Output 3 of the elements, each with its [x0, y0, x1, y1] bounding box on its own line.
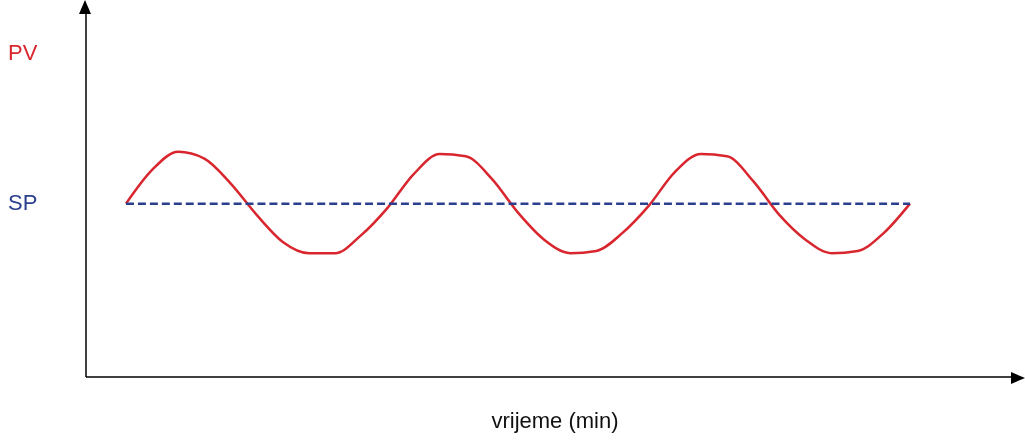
text: SP: [8, 190, 38, 217]
x-axis-title: vrijeme (min): [490, 408, 620, 434]
text: PV: [8, 40, 38, 66]
